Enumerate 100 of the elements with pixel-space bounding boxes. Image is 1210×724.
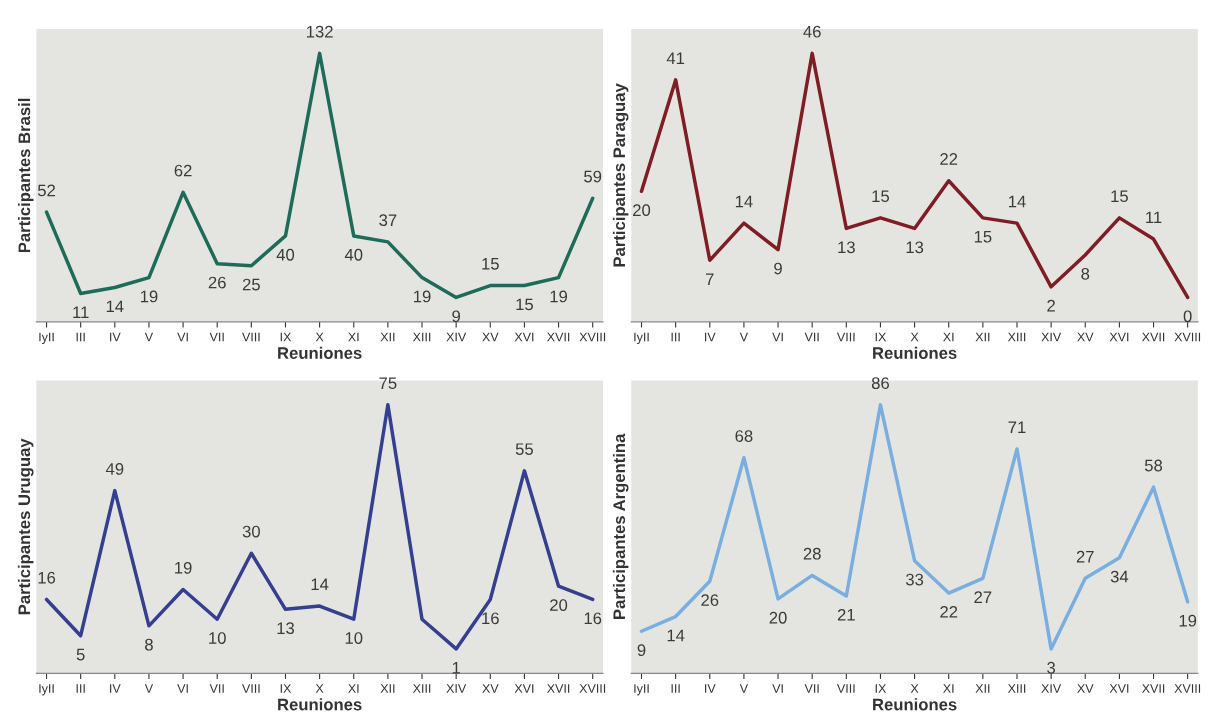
data-label: 46 — [803, 25, 821, 38]
data-label: 19 — [550, 290, 568, 303]
data-label: 20 — [633, 204, 651, 217]
data-label: 19 — [1179, 614, 1197, 627]
data-label: 27 — [974, 591, 992, 603]
x-tick-label: X — [315, 684, 324, 693]
data-label: 26 — [208, 276, 226, 289]
x-tick-label: XV — [1077, 684, 1094, 693]
x-tick-label: IX — [875, 332, 887, 342]
x-tick-label: III — [671, 684, 680, 693]
data-label: 15 — [872, 190, 890, 203]
data-label: 28 — [803, 547, 821, 560]
data-label: 40 — [344, 248, 363, 261]
x-tick-label: XV — [1077, 332, 1094, 342]
data-label: 14 — [735, 195, 753, 208]
data-label: 132 — [306, 25, 333, 38]
x-tick-label: XVI — [1109, 332, 1129, 342]
x-tick-label: XIII — [412, 332, 431, 342]
x-tick-label: VI — [177, 332, 188, 342]
x-tick-label: XIV — [446, 332, 467, 342]
x-axis-title: Reuniones — [278, 698, 362, 711]
data-label: 49 — [105, 463, 124, 475]
x-tick-label: XVI — [1109, 684, 1129, 693]
data-label: 40 — [276, 248, 295, 261]
x-tick-label: VI — [177, 684, 188, 693]
x-tick-label: IV — [705, 684, 716, 693]
x-tick-label: XVII — [547, 332, 570, 342]
data-label: 2 — [1047, 299, 1055, 312]
x-tick-label: V — [739, 332, 749, 342]
data-label: 8 — [145, 638, 153, 651]
data-label: 15 — [1111, 190, 1128, 203]
x-tick-label: XIII — [412, 684, 431, 693]
data-label: 52 — [37, 184, 55, 197]
data-label: 9 — [637, 644, 646, 657]
data-label: 14 — [311, 578, 329, 591]
x-tick-label: XII — [380, 684, 395, 693]
data-label: 37 — [379, 214, 397, 227]
x-tick-label: XVIII — [1174, 332, 1201, 342]
x-tick-label: XI — [943, 684, 954, 693]
x-tick-label: VII — [209, 332, 224, 342]
x-tick-label: X — [910, 684, 919, 693]
x-tick-label: IV — [110, 684, 121, 693]
data-label: 11 — [73, 306, 89, 319]
data-label: 10 — [209, 632, 226, 644]
data-label: 1 — [452, 662, 460, 674]
x-tick-label: IyII — [634, 332, 649, 344]
data-label: 71 — [1008, 421, 1026, 433]
x-tick-label: XI — [348, 332, 359, 342]
data-label: 21 — [837, 608, 855, 621]
x-tick-label: XVII — [1142, 332, 1165, 342]
data-label: 16 — [38, 571, 56, 584]
data-label: 59 — [584, 170, 602, 183]
x-axis-title: Reuniones — [278, 346, 362, 359]
x-tick-label: XVIII — [579, 332, 606, 342]
x-tick-label: XII — [975, 684, 990, 693]
y-axis-title: Participantes Uruguay — [17, 438, 34, 615]
x-tick-label: XV — [482, 684, 499, 693]
data-label: 9 — [774, 262, 782, 275]
x-tick-label: XIV — [1041, 684, 1062, 693]
data-label: 13 — [906, 241, 924, 254]
data-label: 16 — [584, 612, 602, 625]
x-tick-label: XI — [943, 332, 954, 342]
x-tick-label: V — [144, 684, 154, 693]
x-tick-label: XVI — [514, 332, 534, 342]
x-tick-label: XII — [975, 332, 990, 342]
x-tick-label: VII — [804, 684, 819, 693]
x-tick-label: XI — [348, 684, 359, 693]
data-label: 19 — [175, 561, 192, 574]
x-tick-label: V — [739, 684, 749, 693]
x-tick-label: IyII — [39, 684, 54, 696]
data-label: 30 — [242, 525, 260, 538]
x-tick-label: XIV — [446, 684, 467, 693]
x-tick-label: XVIII — [1174, 684, 1201, 693]
x-tick-label: III — [671, 332, 680, 342]
data-label: 5 — [76, 648, 85, 661]
x-tick-label: VII — [804, 332, 819, 342]
x-tick-label: X — [910, 332, 919, 342]
x-tick-label: VIII — [836, 684, 855, 693]
x-axis-title: Reuniones — [873, 698, 957, 711]
x-tick-label: XVII — [1142, 684, 1165, 693]
x-axis-title: Reuniones — [873, 346, 957, 359]
data-label: 58 — [1144, 459, 1163, 472]
x-tick-label: IV — [110, 332, 121, 342]
x-tick-label: IV — [705, 332, 716, 342]
data-label: 9 — [452, 310, 460, 323]
x-tick-label: IyII — [634, 684, 649, 696]
data-label: 27 — [1076, 550, 1094, 563]
x-tick-label: VI — [772, 332, 783, 342]
data-label: 13 — [277, 622, 295, 635]
y-axis-title: Participantes Brasil — [17, 98, 34, 253]
x-tick-label: XII — [380, 332, 395, 342]
y-axis-title: Participantes Paraguay — [612, 83, 629, 267]
x-tick-label: XIII — [1007, 684, 1026, 693]
data-label: 25 — [242, 278, 260, 291]
x-tick-label: III — [76, 684, 85, 693]
data-label: 22 — [940, 605, 958, 618]
data-label: 20 — [769, 611, 787, 624]
data-label: 13 — [838, 241, 855, 254]
data-label: 22 — [940, 153, 958, 165]
x-tick-label: XV — [482, 332, 499, 342]
